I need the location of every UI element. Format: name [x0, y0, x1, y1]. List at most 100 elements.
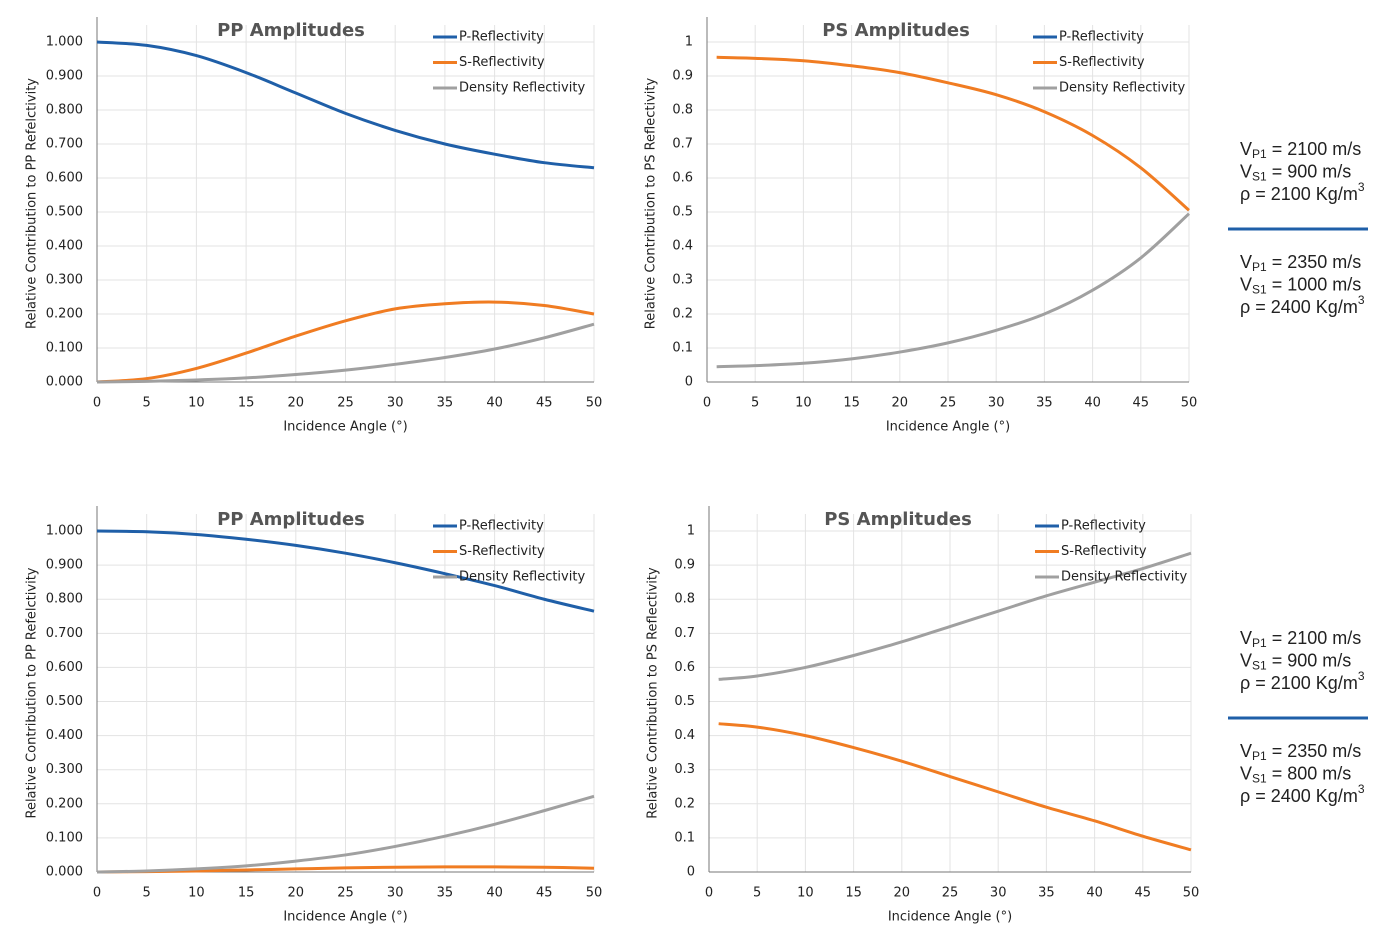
parameter: ρ = 2400 Kg/m3: [1240, 293, 1365, 317]
parameter-sub: P1: [1252, 147, 1267, 161]
y-tick-label: 0: [687, 865, 695, 880]
y-tick-label: 0.4: [674, 728, 695, 743]
parameter-sup: 3: [1358, 180, 1365, 194]
y-tick-label: 0.2: [672, 307, 693, 322]
parameter-sup: 3: [1358, 782, 1365, 796]
series-line: [96, 865, 595, 874]
x-tick-label: 35: [437, 396, 454, 411]
x-tick-label: 50: [586, 396, 603, 411]
legend-label: S-Reflectivity: [1061, 544, 1147, 559]
x-tick-label: 35: [1036, 396, 1053, 411]
parameter-main: V: [1240, 650, 1252, 670]
parameter-sub: S1: [1252, 772, 1267, 786]
parameter-value: = 800 m/s: [1272, 763, 1352, 783]
series-line: [718, 551, 1192, 681]
x-tick-label: 5: [753, 886, 761, 901]
chart-title: PP Amplitudes: [217, 20, 365, 41]
x-tick-label: 40: [1086, 886, 1103, 901]
legend-label: S-Reflectivity: [459, 55, 545, 70]
parameter-main: V: [1240, 741, 1252, 761]
x-tick-label: 40: [486, 396, 503, 411]
series-line: [96, 322, 595, 384]
y-tick-label: 0.500: [46, 694, 83, 709]
y-tick-label: 0.1: [674, 830, 695, 845]
x-tick-label: 30: [387, 396, 404, 411]
series-line: [96, 300, 595, 384]
parameter-value: = 2100 m/s: [1272, 139, 1362, 159]
legend-label: S-Reflectivity: [459, 544, 545, 559]
parameter-main: V: [1240, 763, 1252, 783]
parameter-main: V: [1240, 139, 1252, 159]
legend-label: P-Reflectivity: [459, 519, 544, 534]
y-tick-label: 0.600: [46, 171, 83, 186]
y-axis-label: Relative Contribution to PS Reflectivity: [644, 77, 659, 329]
y-tick-label: 0.400: [46, 728, 83, 743]
y-tick-label: 0.4: [672, 239, 693, 254]
series-line: [96, 529, 595, 613]
legend-label: P-Reflectivity: [459, 30, 544, 45]
parameter-sub: S1: [1252, 283, 1267, 297]
y-tick-label: 0: [685, 375, 693, 390]
parameter-main: ρ = 2100 Kg/m: [1240, 673, 1358, 693]
y-axis-label: Relative Contribution to PP Refelctivity: [25, 567, 40, 818]
x-tick-label: 30: [990, 886, 1007, 901]
legend-label: Density Reflectivity: [1061, 570, 1187, 585]
y-tick-label: 0.3: [674, 762, 695, 777]
y-tick-label: 0.3: [672, 273, 693, 288]
parameter: VS1 = 900 m/s: [1240, 161, 1351, 183]
parameter: VP1 = 2350 m/s: [1240, 252, 1361, 274]
y-tick-label: 0.300: [46, 762, 83, 777]
parameter-value: = 2350 m/s: [1272, 741, 1362, 761]
x-tick-label: 25: [337, 396, 354, 411]
y-tick-label: 0.100: [46, 830, 83, 845]
legend-label: Density Reflectivity: [1059, 81, 1185, 96]
series-line: [96, 40, 595, 170]
x-tick-label: 45: [1135, 886, 1152, 901]
y-tick-label: 0.100: [46, 341, 83, 356]
y-tick-label: 1: [685, 35, 693, 50]
x-tick-label: 5: [143, 396, 151, 411]
legend-label: S-Reflectivity: [1059, 55, 1145, 70]
y-tick-label: 0.200: [46, 307, 83, 322]
parameter-main: V: [1240, 274, 1252, 294]
parameter-sub: P1: [1252, 749, 1267, 763]
x-tick-label: 25: [337, 886, 354, 901]
parameter-main: V: [1240, 628, 1252, 648]
y-tick-label: 0.6: [674, 660, 695, 675]
x-tick-label: 40: [486, 886, 503, 901]
x-tick-label: 5: [143, 886, 151, 901]
x-tick-label: 5: [751, 396, 759, 411]
parameter-sub: P1: [1252, 260, 1267, 274]
x-tick-label: 0: [705, 886, 713, 901]
parameter: VP1 = 2100 m/s: [1240, 139, 1361, 161]
x-tick-label: 45: [536, 886, 553, 901]
y-tick-label: 0.400: [46, 239, 83, 254]
x-tick-label: 10: [797, 886, 814, 901]
x-tick-label: 50: [586, 886, 603, 901]
parameter-main: V: [1240, 252, 1252, 272]
x-tick-label: 30: [387, 886, 404, 901]
x-tick-label: 20: [894, 886, 911, 901]
chart-title: PS Amplitudes: [822, 20, 970, 41]
y-tick-label: 0.7: [672, 137, 693, 152]
y-tick-label: 0.000: [46, 375, 83, 390]
y-tick-label: 0.000: [46, 865, 83, 880]
y-tick-label: 0.700: [46, 626, 83, 641]
legend-label: P-Reflectivity: [1061, 519, 1146, 534]
parameter-sub: S1: [1252, 659, 1267, 673]
y-tick-label: 0.1: [672, 341, 693, 356]
series-line: [96, 794, 595, 874]
parameter: ρ = 2400 Kg/m3: [1240, 782, 1365, 806]
x-tick-label: 0: [703, 396, 711, 411]
legend-label: P-Reflectivity: [1059, 30, 1144, 45]
legend-label: Density Reflectivity: [459, 570, 585, 585]
y-tick-label: 0.5: [672, 205, 693, 220]
y-tick-label: 0.8: [674, 592, 695, 607]
y-axis-label: Relative Contribution to PP Refelctivity: [25, 78, 40, 329]
parameter-value: = 900 m/s: [1272, 650, 1352, 670]
x-tick-label: 20: [892, 396, 909, 411]
y-tick-label: 0.200: [46, 796, 83, 811]
x-axis-label: Incidence Angle (°): [888, 910, 1012, 925]
x-tick-label: 35: [437, 886, 454, 901]
